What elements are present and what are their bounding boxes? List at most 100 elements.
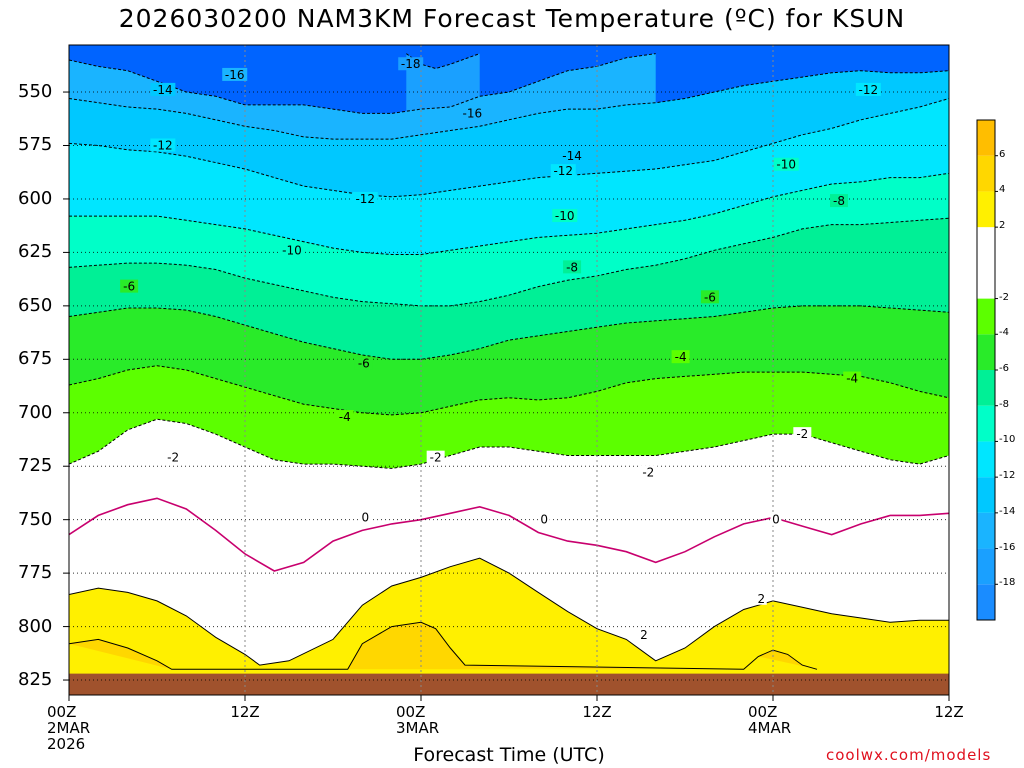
contour-label: -14 xyxy=(562,149,582,163)
colorbar-swatch xyxy=(977,191,995,228)
contour-label: -12 xyxy=(355,192,375,206)
contour-label: 0 xyxy=(540,513,548,527)
colorbar-swatch xyxy=(977,512,995,549)
x-tick-label: 00Z 2MAR 2026 xyxy=(47,704,107,752)
warm-pocket-0 xyxy=(69,639,172,670)
contour-label: -8 xyxy=(833,194,845,208)
isotherm--12 xyxy=(69,98,949,198)
colorbar-swatch xyxy=(977,227,995,299)
contour-label: -6 xyxy=(704,290,716,304)
colorbar-swatch xyxy=(977,405,995,442)
contour-label-bg xyxy=(793,427,812,441)
y-tick-label: 775 xyxy=(18,562,53,584)
contour-label: -4 xyxy=(339,410,351,424)
isotherm--8 xyxy=(69,217,949,307)
contour-label-bg xyxy=(559,149,585,163)
credit-link[interactable]: coolwx.com/models xyxy=(826,746,992,764)
colorbar-swatch xyxy=(977,298,995,335)
contour-label-bg xyxy=(359,510,371,524)
contour-label: -2 xyxy=(796,427,808,441)
contour-label: -6 xyxy=(123,280,135,294)
colorbar-label: -2 xyxy=(999,291,1009,303)
colorbar-swatch xyxy=(977,441,995,478)
isotherm--2 xyxy=(69,418,949,469)
contour-label-bg xyxy=(552,209,578,223)
colorbar-label: -12 xyxy=(999,470,1016,482)
chart-title: 2026030200 NAM3KM Forecast Temperature (… xyxy=(118,4,906,33)
x-tick-label: 12Z xyxy=(215,704,275,720)
contour-label-bg xyxy=(563,260,582,274)
x-tick-line: 3MAR xyxy=(396,719,440,737)
y-tick-label: 600 xyxy=(18,187,53,209)
colorbar-label: -6 xyxy=(999,363,1009,374)
x-tick-label: 00Z 3MAR xyxy=(396,704,456,736)
y-tick-label: 800 xyxy=(18,615,53,637)
x-tick-line: 2MAR xyxy=(47,719,91,737)
contour-label: -2 xyxy=(430,451,442,465)
x-tick-line: 2026 xyxy=(47,735,86,753)
contour-label-bg xyxy=(354,356,373,370)
contour-label: 0 xyxy=(361,511,369,525)
colorbar-label: -16 xyxy=(999,541,1016,553)
contour-label-bg xyxy=(755,591,767,605)
x-axis-label: Forecast Time (UTC) xyxy=(413,744,605,766)
contour-label: -16 xyxy=(463,106,483,120)
contour-label-bg xyxy=(352,191,378,205)
colorbar-swatch xyxy=(977,370,995,406)
y-tick-label: 575 xyxy=(18,134,53,156)
contour-label: -10 xyxy=(555,209,575,223)
x-tick-line: 4MAR xyxy=(748,719,792,737)
colorbar-label: -8 xyxy=(999,398,1009,410)
colorbar-swatch xyxy=(977,477,995,513)
contour-label-bg xyxy=(671,350,690,364)
contour-label-bg xyxy=(459,106,485,120)
contour-label: -18 xyxy=(401,57,421,71)
contour-label-bg xyxy=(426,450,445,464)
x-tick-label: 12Z xyxy=(919,704,979,720)
contour-label: -12 xyxy=(153,138,173,152)
contour-label-bg xyxy=(830,194,848,208)
contour-label-bg xyxy=(638,628,650,642)
isotherm-0 xyxy=(69,497,949,572)
contour-label: -12 xyxy=(859,83,879,97)
plot-frame xyxy=(68,44,950,696)
isotherm--14 xyxy=(69,70,949,140)
contour-label: -2 xyxy=(167,451,179,465)
contour-label-bg xyxy=(150,138,176,152)
contour-label: -16 xyxy=(225,68,245,82)
y-tick-label: 675 xyxy=(18,348,53,370)
colorbar-label: 6 xyxy=(999,148,1006,160)
contour-label: -2 xyxy=(642,466,654,480)
contour-label: 2 xyxy=(757,592,765,606)
x-tick-line: 12Z xyxy=(934,703,964,721)
contour-label-bg xyxy=(398,57,424,71)
contour-label-bg xyxy=(855,82,881,96)
contour-label: -4 xyxy=(675,350,687,364)
contour-label: -4 xyxy=(846,372,858,386)
contour-label-bg xyxy=(335,410,354,424)
contour-label: 2 xyxy=(640,628,648,642)
x-tick-label: 12Z xyxy=(567,704,627,720)
colorbar-swatch xyxy=(977,155,995,192)
x-tick-line: 12Z xyxy=(230,703,260,721)
y-tick-label: 650 xyxy=(18,294,53,316)
x-tick-line: 00Z xyxy=(748,703,778,721)
warm-pocket-2 xyxy=(758,650,817,670)
contour-label-bg xyxy=(222,67,248,81)
colorbar-label: -14 xyxy=(999,505,1016,517)
x-tick-line: 12Z xyxy=(582,703,612,721)
x-tick-label: 00Z 4MAR xyxy=(748,704,808,736)
isotherm--10 xyxy=(69,172,949,255)
colorbar-swatch xyxy=(977,120,995,156)
contour-label-bg xyxy=(639,465,658,479)
contour-label-bg xyxy=(700,290,719,304)
colorbar-label: 2 xyxy=(999,220,1006,232)
colorbar-label: -10 xyxy=(999,434,1016,446)
x-tick-line: 00Z xyxy=(47,703,77,721)
y-tick-label: 700 xyxy=(18,401,53,423)
isotherm--4 xyxy=(69,365,949,416)
colorbar-swatch xyxy=(977,548,995,585)
y-tick-label: 725 xyxy=(18,455,53,477)
